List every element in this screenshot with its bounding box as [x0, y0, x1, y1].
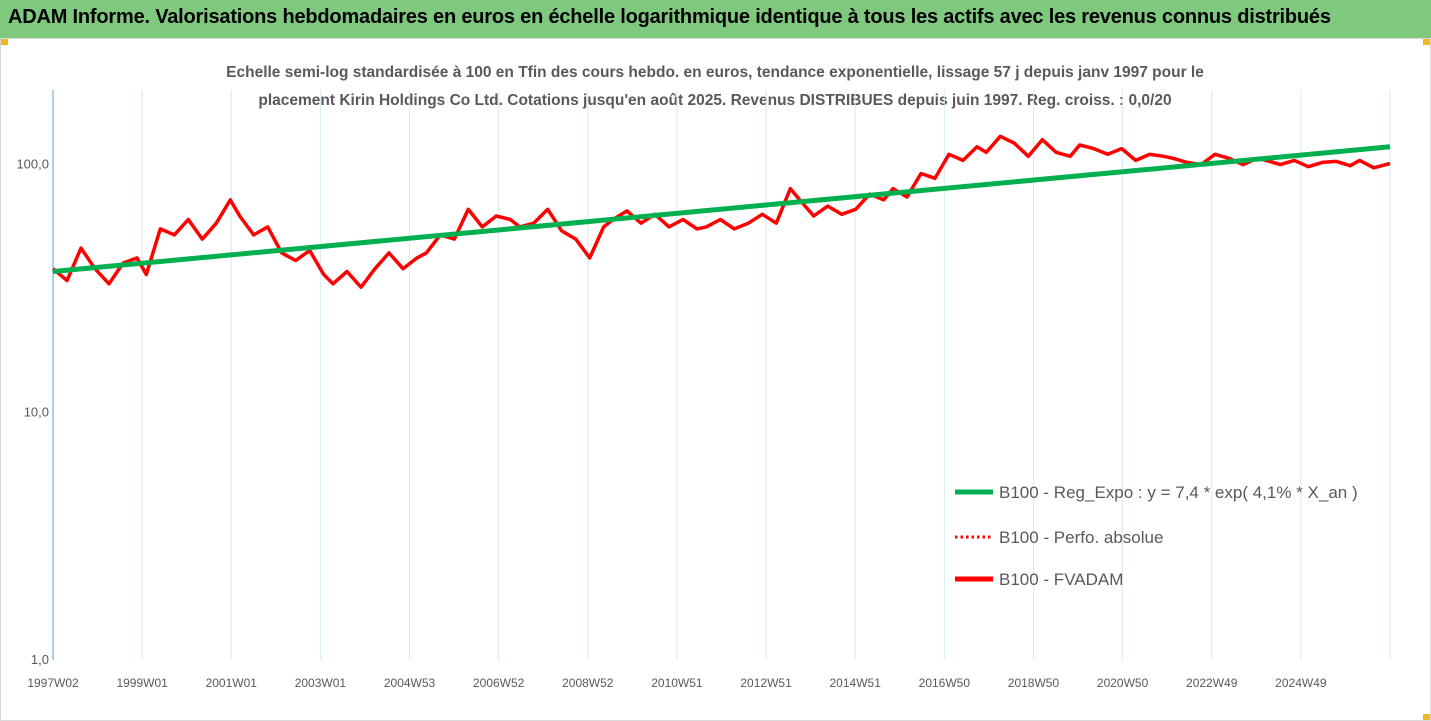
legend-label-perf: B100 - Perfo. absolue: [999, 528, 1163, 547]
legend-label-fvadam: B100 - FVADAM: [999, 570, 1123, 589]
x-tick-label: 2012W51: [740, 676, 792, 690]
corner-marker-bottom-right: [1423, 714, 1431, 721]
chart-title-line-2: placement Kirin Holdings Co Ltd. Cotatio…: [258, 92, 1172, 109]
x-tick-label: 1997W02: [27, 676, 79, 690]
chart-title-line-1: Echelle semi-log standardisée à 100 en T…: [226, 64, 1204, 81]
x-tick-label: 2006W52: [473, 676, 525, 690]
y-tick-label: 1,0: [31, 652, 49, 667]
x-tick-label: 2018W50: [1008, 676, 1060, 690]
y-tick-labels: 1,0 10,0 100,0: [16, 157, 49, 667]
x-tick-label: 2014W51: [830, 676, 882, 690]
x-tick-label: 2024W49: [1275, 676, 1327, 690]
y-tick-label: 10,0: [24, 404, 49, 419]
x-tick-label: 1999W01: [116, 676, 168, 690]
legend-label-regression: B100 - Reg_Expo : y = 7,4 * exp( 4,1% * …: [999, 483, 1358, 502]
series-lines: [51, 134, 1391, 289]
x-tick-labels: 1997W02 1999W01 2001W01 2003W01 2004W53 2006W…: [27, 676, 1327, 690]
x-tick-label: 2001W01: [206, 676, 258, 690]
corner-marker-top-left: [0, 38, 8, 45]
series-line-regression: [52, 144, 1391, 274]
grid-lines: [141, 90, 1391, 660]
x-tick-label: 2010W51: [651, 676, 703, 690]
legend: B100 - Reg_Expo : y = 7,4 * exp( 4,1% * …: [955, 483, 1358, 589]
report-header: ADAM Informe. Valorisations hebdomadaire…: [0, 0, 1431, 39]
x-tick-label: 2020W50: [1097, 676, 1149, 690]
y-tick-label: 100,0: [16, 157, 49, 172]
x-tick-label: 2016W50: [919, 676, 971, 690]
report-title: ADAM Informe. Valorisations hebdomadaire…: [8, 6, 1331, 28]
x-tick-label: 2008W52: [562, 676, 614, 690]
corner-marker-top-right: [1423, 38, 1431, 45]
x-tick-label: 2003W01: [295, 676, 347, 690]
series-line-fvadam: [51, 134, 1391, 289]
x-tick-label: 2004W53: [384, 676, 436, 690]
x-tick-label: 2022W49: [1186, 676, 1238, 690]
